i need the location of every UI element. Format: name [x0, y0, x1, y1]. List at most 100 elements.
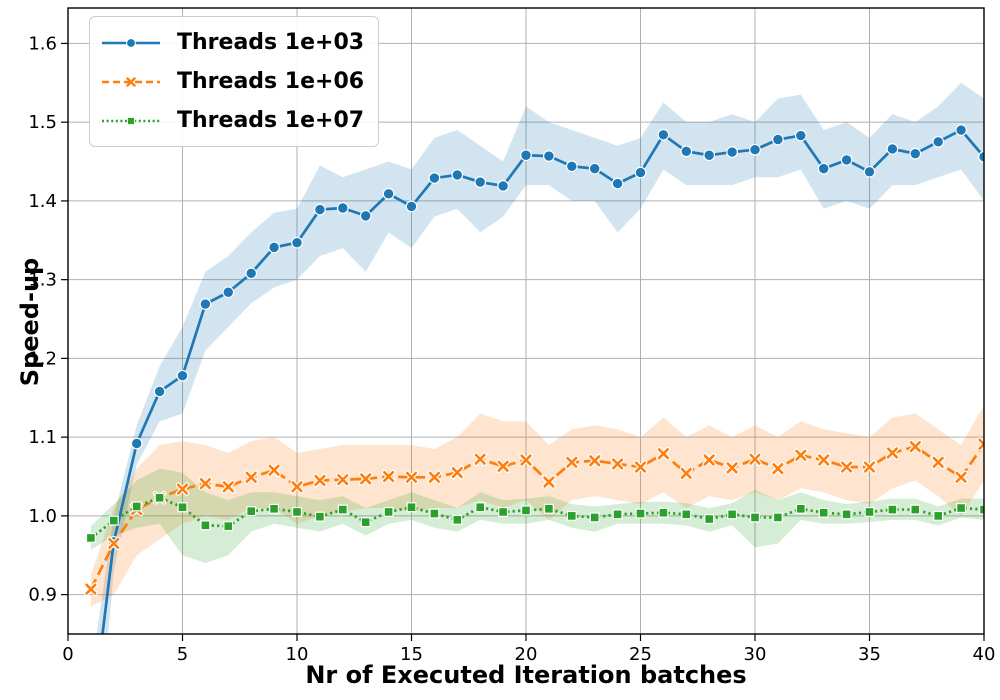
circle-marker: [314, 203, 326, 216]
x-marker: [680, 467, 692, 479]
y-tick-label: 0.9: [28, 585, 57, 606]
x-marker: [199, 478, 211, 490]
square-marker: [612, 509, 623, 520]
circle-marker: [291, 236, 303, 249]
x-marker: [176, 483, 189, 495]
x-marker: [863, 461, 876, 473]
legend-item-threads-1e03: Threads 1e+03: [100, 24, 364, 61]
y-tick-label: 1.1: [28, 427, 57, 448]
square-marker: [956, 503, 967, 514]
square-marker: [131, 501, 142, 512]
y-tick-label: 1.0: [28, 506, 57, 527]
x-marker: [428, 471, 440, 483]
square-marker: [933, 510, 944, 521]
x-marker: [474, 453, 486, 465]
square-marker: [383, 506, 394, 517]
square-marker: [292, 506, 303, 517]
square-marker: [681, 509, 692, 520]
circle-marker: [909, 147, 922, 160]
legend-line-square-sample: [102, 116, 160, 125]
circle-marker: [657, 128, 670, 141]
circle-marker: [222, 286, 235, 299]
square-marker: [841, 509, 852, 520]
square-marker: [864, 506, 875, 517]
circle-marker: [268, 241, 281, 254]
square-marker: [452, 514, 463, 525]
x-marker: [383, 470, 395, 483]
square-marker: [475, 502, 486, 513]
tick-marks: [61, 42, 985, 641]
x-marker: [955, 471, 967, 483]
square-marker: [246, 506, 257, 517]
x-marker: [909, 440, 921, 453]
y-tick-label: 1.2: [28, 348, 57, 369]
circle-marker: [611, 177, 624, 190]
square-marker: [337, 504, 348, 515]
x-tick-label: 20: [515, 644, 538, 665]
x-marker: [405, 471, 418, 483]
x-marker: [337, 474, 349, 486]
square-marker: [589, 512, 600, 523]
square-marker: [360, 517, 371, 528]
y-tick-label: 1.4: [28, 191, 57, 212]
square-marker: [543, 503, 554, 514]
x-tick-label: 35: [858, 644, 881, 665]
x-marker: [634, 461, 647, 473]
circle-marker: [863, 165, 876, 178]
x-marker: [978, 438, 984, 450]
circle-marker: [817, 162, 830, 175]
x-tick-label: 40: [973, 644, 996, 665]
x-tick-label: 25: [629, 644, 652, 665]
circle-marker: [565, 160, 578, 173]
x-marker: [360, 473, 372, 485]
x-marker: [108, 537, 120, 550]
circle-marker: [726, 146, 738, 158]
y-tick-label: 1.5: [28, 112, 57, 133]
x-marker: [612, 458, 624, 470]
circle-marker: [451, 169, 464, 181]
square-marker: [658, 507, 669, 518]
x-marker: [589, 455, 601, 467]
x-marker: [566, 456, 578, 468]
circle-marker: [130, 437, 143, 450]
square-marker: [818, 507, 829, 518]
x-tick-label: 30: [744, 644, 767, 665]
circle-marker: [199, 298, 212, 310]
x-marker: [703, 454, 715, 466]
circle-marker: [520, 149, 532, 162]
x-marker: [314, 474, 326, 487]
circle-marker: [680, 145, 693, 158]
legend-item-threads-1e07: Threads 1e+07: [100, 102, 364, 139]
x-marker: [268, 464, 280, 476]
confidence-band-threads-1e-07: [90, 468, 984, 564]
circle-marker: [543, 150, 555, 162]
x-marker: [245, 471, 257, 483]
x-marker: [85, 583, 97, 595]
square-marker: [795, 503, 806, 514]
square-marker: [200, 520, 211, 531]
legend-item-threads-1e06: Threads 1e+06: [100, 63, 364, 100]
square-marker: [566, 510, 577, 521]
legend-line-x-sample: [102, 76, 160, 87]
circle-marker: [703, 149, 716, 162]
circle-marker: [588, 162, 601, 175]
circle-marker: [772, 133, 784, 146]
square-marker: [887, 504, 898, 515]
square-marker: [108, 515, 119, 526]
x-marker: [886, 447, 898, 459]
line-threads-1e-03: [101, 128, 984, 634]
circle-marker: [336, 202, 349, 214]
x-marker: [795, 449, 807, 461]
circle-marker: [886, 143, 899, 155]
circle-marker: [245, 267, 258, 280]
circle-marker: [382, 187, 395, 200]
x-marker: [841, 461, 853, 473]
confidence-band-threads-1e-03: [96, 82, 984, 634]
square-marker: [520, 505, 531, 516]
square-marker: [635, 508, 646, 519]
square-marker: [154, 492, 165, 503]
circle-marker: [634, 166, 647, 179]
circle-marker: [497, 180, 510, 192]
